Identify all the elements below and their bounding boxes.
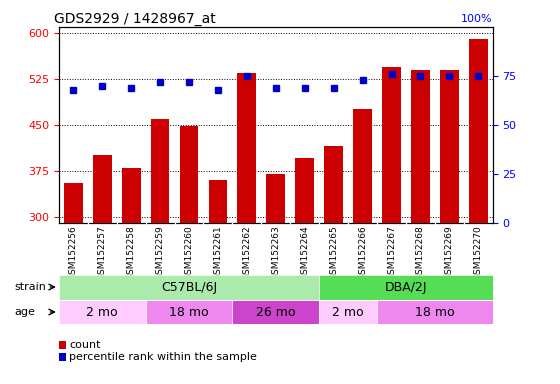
Text: 26 mo: 26 mo	[256, 306, 296, 318]
Text: GSM152260: GSM152260	[184, 225, 194, 280]
Bar	[208, 180, 227, 223]
Text: 18 mo: 18 mo	[169, 306, 209, 318]
Bar	[93, 156, 111, 223]
Text: 2 mo: 2 mo	[332, 306, 364, 318]
Bar	[146, 300, 232, 324]
Bar	[319, 275, 493, 300]
Bar	[469, 39, 488, 223]
Text: DBA/2J: DBA/2J	[385, 281, 427, 293]
Text: GSM152267: GSM152267	[387, 225, 396, 280]
Text: strain: strain	[14, 282, 46, 292]
Bar	[353, 109, 372, 223]
Bar	[319, 300, 377, 324]
Text: GSM152263: GSM152263	[271, 225, 281, 280]
Bar	[411, 70, 430, 223]
Bar	[122, 168, 141, 223]
Bar	[295, 159, 314, 223]
Bar	[59, 275, 319, 300]
Bar	[232, 300, 319, 324]
Text: C57BL/6J: C57BL/6J	[161, 281, 217, 293]
Text: GSM152259: GSM152259	[156, 225, 165, 280]
Text: GSM152262: GSM152262	[242, 225, 251, 280]
Bar	[180, 126, 198, 223]
Bar	[382, 67, 401, 223]
Bar	[377, 300, 493, 324]
Text: GSM152266: GSM152266	[358, 225, 367, 280]
Bar	[237, 73, 256, 223]
Bar	[267, 174, 285, 223]
Text: GSM152258: GSM152258	[127, 225, 136, 280]
Text: 18 mo: 18 mo	[415, 306, 455, 318]
Text: percentile rank within the sample: percentile rank within the sample	[69, 352, 256, 362]
Bar	[324, 146, 343, 223]
Text: GSM152270: GSM152270	[474, 225, 483, 280]
Text: GSM152257: GSM152257	[97, 225, 107, 280]
Text: GSM152264: GSM152264	[300, 225, 309, 280]
Text: count: count	[69, 340, 100, 350]
Text: GSM152265: GSM152265	[329, 225, 338, 280]
Text: age: age	[14, 307, 35, 317]
Text: 100%: 100%	[461, 14, 493, 24]
Text: GDS2929 / 1428967_at: GDS2929 / 1428967_at	[54, 12, 216, 26]
Bar	[64, 183, 83, 223]
Text: GSM152261: GSM152261	[213, 225, 222, 280]
Text: 2 mo: 2 mo	[86, 306, 118, 318]
Text: GSM152268: GSM152268	[416, 225, 425, 280]
Bar	[440, 70, 459, 223]
Text: GSM152256: GSM152256	[69, 225, 78, 280]
Bar	[151, 119, 170, 223]
Text: GSM152269: GSM152269	[445, 225, 454, 280]
Bar	[59, 300, 146, 324]
